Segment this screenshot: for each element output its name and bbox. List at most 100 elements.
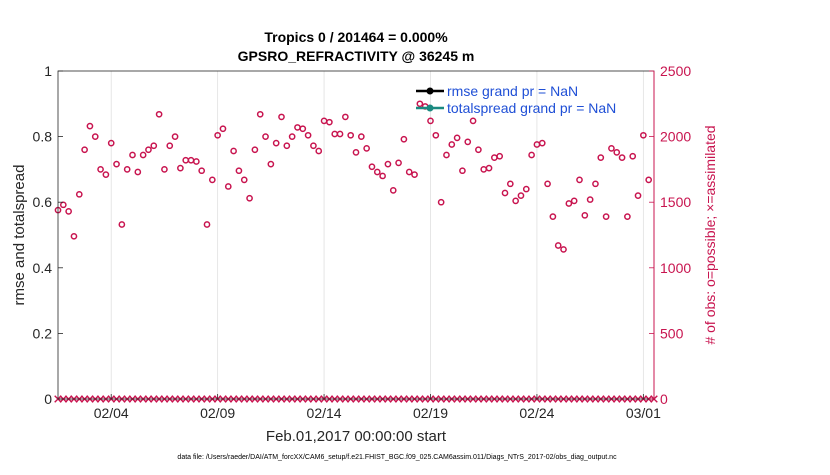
obs-possible-point — [171, 133, 179, 140]
obs-possible-point — [187, 156, 195, 164]
obs-possible-point — [400, 135, 408, 143]
obs-possible-point — [347, 131, 355, 139]
obs-possible-point — [496, 152, 504, 160]
obs-possible-point — [240, 176, 248, 184]
obs-possible-point — [560, 246, 567, 253]
obs-possible-point — [517, 192, 525, 199]
x-tick-label: 02/19 — [413, 405, 448, 421]
obs-possible-point — [405, 168, 413, 176]
obs-possible-point — [352, 148, 360, 156]
y-left-tick-label: 0.4 — [33, 260, 53, 276]
obs-possible-point — [411, 171, 418, 178]
obs-possible-point — [464, 138, 472, 146]
obs-possible-point — [193, 158, 200, 165]
y-right-tick-label: 1000 — [660, 260, 691, 276]
obs-possible-point — [230, 147, 237, 155]
obs-possible-point — [469, 117, 477, 125]
obs-possible-point — [139, 151, 147, 159]
obs-possible-point — [134, 168, 142, 176]
obs-possible-point — [214, 131, 221, 139]
obs-possible-point — [97, 166, 104, 173]
obs-possible-point — [581, 211, 589, 219]
obs-possible-point — [640, 131, 647, 139]
y-left-tick-label: 0.6 — [33, 194, 53, 210]
obs-possible-point — [262, 133, 269, 140]
obs-possible-point — [224, 183, 232, 190]
obs-possible-point — [384, 160, 392, 168]
obs-possible-point — [246, 194, 253, 202]
y-left-tick-label: 1 — [44, 63, 52, 79]
obs-possible-point — [81, 146, 88, 154]
obs-possible-point — [342, 113, 349, 121]
obs-possible-point — [437, 198, 445, 206]
chart-title-line1: Tropics 0 / 201464 = 0.000% — [264, 29, 448, 45]
obs-possible-point — [177, 164, 184, 172]
obs-possible-point — [379, 172, 386, 180]
obs-possible-point — [427, 117, 434, 125]
obs-possible-point — [129, 151, 136, 159]
obs-possible-point — [118, 221, 126, 228]
obs-possible-point — [235, 167, 243, 175]
obs-possible-point — [597, 154, 605, 161]
obs-possible-point — [203, 221, 211, 228]
obs-possible-point — [331, 130, 339, 138]
x-tick-label: 03/01 — [626, 405, 661, 421]
obs-possible-point — [554, 242, 562, 249]
obs-possible-point — [549, 213, 557, 220]
obs-possible-point — [336, 130, 344, 138]
obs-possible-point — [485, 164, 493, 172]
y-right-tick-label: 500 — [660, 325, 684, 341]
obs-possible-point — [443, 151, 450, 159]
obs-possible-point — [645, 176, 653, 184]
obs-possible-point — [368, 163, 376, 171]
legend-rmse-marker — [426, 87, 434, 95]
obs-possible-point — [278, 113, 285, 121]
obs-possible-point — [91, 133, 99, 140]
obs-possible-point — [491, 154, 498, 161]
obs-possible-point — [565, 200, 573, 207]
y-left-tick-label: 0.2 — [33, 325, 53, 341]
obs-possible-point — [528, 151, 535, 159]
obs-possible-point — [512, 197, 519, 205]
obs-possible-point — [453, 134, 461, 142]
legend-spread-marker — [426, 104, 434, 112]
obs-possible-point — [586, 196, 594, 203]
obs-possible-point — [107, 139, 115, 147]
legend-rmse-label: rmse grand pr = NaN — [447, 83, 578, 99]
obs-possible-point — [522, 185, 530, 193]
obs-possible-point — [618, 154, 626, 161]
obs-possible-point — [475, 146, 482, 154]
y-right-tick-label: 2000 — [660, 129, 691, 145]
axes-layer: 02/04 02/09 02/14 02/19 02/24 03/0100.20.40.6… — [33, 63, 692, 421]
obs-possible-point — [501, 189, 509, 197]
chart-title-line2: GPSRO_REFRACTIVITY @ 36245 m — [238, 48, 475, 64]
obs-possible-point — [357, 133, 365, 140]
obs-possible-point — [459, 167, 466, 175]
obs-possible-point — [272, 139, 280, 147]
obs-possible-point — [166, 142, 174, 150]
obs-possible-point — [629, 152, 637, 160]
obs-possible-point — [592, 180, 599, 188]
obs-possible-point — [304, 131, 312, 139]
grid-layer — [110, 71, 644, 399]
obs-possible-point — [251, 146, 259, 154]
marks-layer — [54, 100, 658, 403]
obs-possible-point — [294, 124, 301, 131]
obs-possible-point — [448, 141, 456, 148]
obs-possible-point — [283, 142, 291, 150]
obs-possible-point — [75, 190, 83, 198]
x-tick-label: 02/09 — [200, 405, 235, 421]
y-right-tick-label: 2500 — [660, 63, 691, 79]
obs-possible-point — [416, 100, 424, 108]
obs-possible-point — [288, 133, 296, 140]
obs-possible-point — [102, 171, 110, 178]
obs-possible-point — [198, 167, 206, 175]
obs-possible-point — [310, 142, 317, 150]
obs-possible-point — [389, 187, 397, 194]
obs-possible-point — [267, 160, 275, 168]
obs-possible-point — [182, 156, 190, 164]
x-tick-label: 02/04 — [94, 405, 129, 421]
obs-possible-point — [326, 118, 333, 126]
